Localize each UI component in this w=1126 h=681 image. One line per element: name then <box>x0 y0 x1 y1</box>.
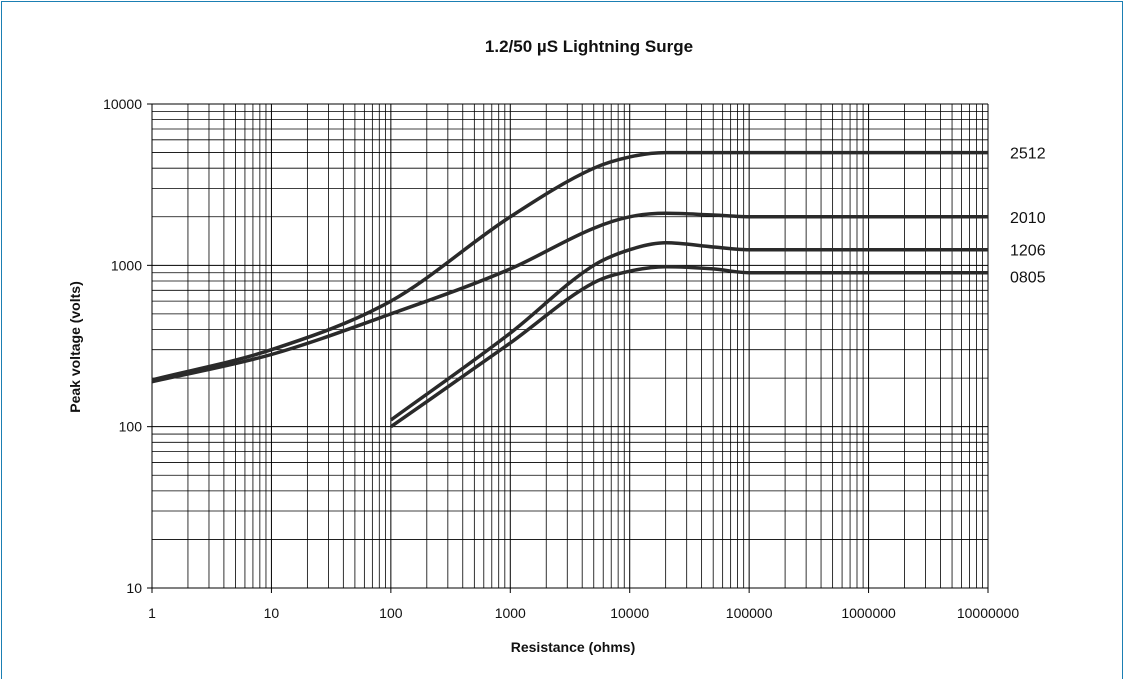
x-tick-label: 100 <box>379 605 403 621</box>
x-tick-label: 1 <box>148 605 156 621</box>
x-tick-label: 10000000 <box>957 605 1020 621</box>
x-tick-label: 1000000 <box>841 605 896 621</box>
y-tick-labels: 10 100 1000 10000 <box>103 96 142 596</box>
series-lines <box>151 150 988 429</box>
y-tick-label: 1000 <box>111 257 142 273</box>
y-tick-label: 10 <box>126 580 142 596</box>
series-labels: 2512 2010 1206 0805 <box>1010 146 1046 287</box>
x-tick-labels: 1 10 100 1000 10000 100000 1000000 10000000 <box>148 605 1019 621</box>
x-tick-label: 10 <box>264 605 280 621</box>
chart-title: 1.2/50 µS Lightning Surge <box>485 37 693 56</box>
x-tick-label: 10000 <box>610 605 649 621</box>
y-tick-label: 10000 <box>103 96 142 112</box>
y-tick-label: 100 <box>119 419 143 435</box>
x-axis-title: Resistance (ohms) <box>511 639 635 655</box>
series-2010-line <box>151 211 988 384</box>
y-axis-title: Peak voltage (volts) <box>67 281 83 413</box>
series-2512-label: 2512 <box>1010 146 1046 163</box>
series-1206-line <box>389 241 988 422</box>
grid <box>147 103 989 593</box>
x-tick-label: 1000 <box>495 605 526 621</box>
series-0805-label: 0805 <box>1010 270 1046 287</box>
series-0805-line <box>389 264 988 429</box>
x-tick-label: 100000 <box>726 605 773 621</box>
series-1206-label: 1206 <box>1010 243 1046 260</box>
series-2010-label: 2010 <box>1010 210 1046 227</box>
series-2512-line <box>151 150 988 382</box>
